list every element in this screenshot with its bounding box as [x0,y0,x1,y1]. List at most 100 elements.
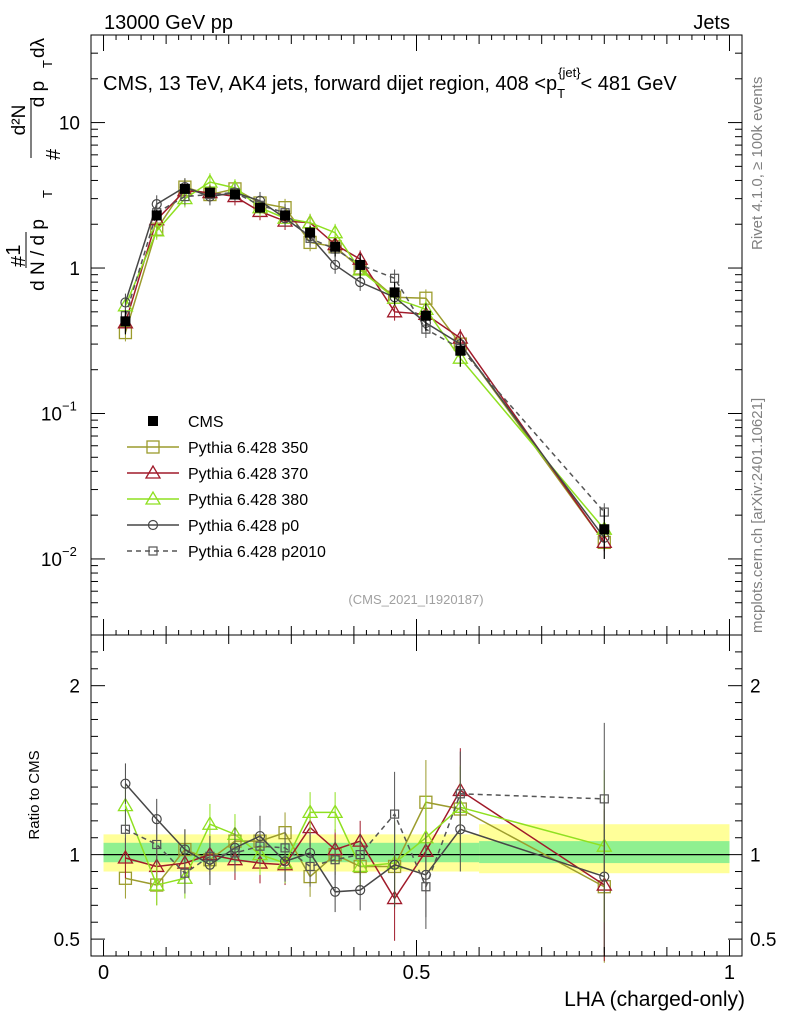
ratio-point [120,778,131,789]
data-point [305,227,316,238]
x-tick-label: 0 [98,962,109,984]
x-axis-label: LHA (charged-only) [564,988,745,1011]
legend-item-pythia-6-428-370: Pythia 6.428 370 [127,464,308,483]
ratio-point [230,848,240,858]
main-plot-title: CMS, 13 TeV, AK4 jets, forward dijet reg… [103,65,677,101]
series-line [124,191,605,513]
svg-text:T: T [40,190,55,198]
legend-marker [146,440,160,454]
legend-marker [144,490,162,505]
ratio-point [330,886,341,897]
series-cms-data [120,183,610,559]
data-point [255,202,266,213]
ratio-point [148,876,165,891]
ratio-point [120,824,131,834]
legend: CMS Pythia 6.428 350 Pythia 6.428 370 Pythi… [127,414,326,561]
ratio-point [421,882,431,892]
series-line [124,189,605,543]
data-point [120,316,131,327]
svg-text:d p: d p [28,81,49,107]
ratio-point [599,794,609,804]
legend-item-pythia-6-428-p0: Pythia 6.428 p0 [127,518,299,535]
header-jets: Jets [693,12,730,34]
ratio-point [455,789,465,799]
ratio-point [389,859,400,870]
legend-label: Pythia 6.428 p2010 [188,544,326,561]
legend-item-pythia-6-428-p2010: Pythia 6.428 p2010 [127,544,326,561]
svg-text:#: # [43,148,65,160]
ratio-y-tick-label-left: 1 [69,846,80,867]
ratio-series-pythia-6-428-p2010 [120,722,609,929]
ratio-y-tick-label-left: 0.5 [54,930,80,951]
ratio-point [305,861,315,872]
legend-label: Pythia 6.428 380 [188,492,308,509]
legend-marker [147,519,159,531]
legend-marker [148,546,158,556]
ratio-point [201,815,219,830]
series-line [124,186,605,539]
data-point [280,210,291,221]
series-point [386,303,403,318]
legend-label: Pythia 6.428 350 [188,440,308,457]
x-tick-label: 1 [724,962,735,984]
series-line [124,186,605,543]
header-energy: 13000 GeV pp [104,12,233,34]
data-point [204,187,215,198]
legend-item-cms: CMS [148,414,224,431]
series-point [326,224,344,239]
legend-label: Pythia 6.428 p0 [188,518,299,535]
ratio-point [152,839,162,850]
main-y-tick-exponent: −1 [62,398,77,413]
series-pythia-6-428-380 [117,173,613,539]
data-point [355,259,366,270]
svg-text:d²N: d²N [9,105,30,136]
ratio-point [280,843,290,853]
rivet-version-label: Rivet 4.1.0, ≥ 100k events [749,77,766,250]
series-point [148,222,165,237]
series-point [330,259,341,271]
data-point [330,241,341,252]
ratio-y-tick-label-right: 0.5 [750,930,776,951]
legend-item-pythia-6-428-350: Pythia 6.428 350 [127,440,308,457]
data-point [229,189,240,200]
svg-text:T: T [40,60,55,68]
ratio-plot-frame [90,634,743,957]
mcplots-label: mcplots.cern.ch [arXiv:2401.10621] [749,398,766,633]
main-y-tick-exponent: −2 [62,544,77,559]
analysis-tag: (CMS_2021_I1920187) [348,592,483,607]
data-point [455,345,466,356]
legend-marker [148,416,158,426]
main-y-axis-label: # 1 d N / d p T # d²N d p T dλ [3,37,65,290]
ratio-point [301,804,319,819]
legend-marker [144,464,162,479]
legend-label: Pythia 6.428 370 [188,466,308,483]
legend-label: CMS [188,414,224,431]
main-y-tick-label: 10 [59,114,80,135]
svg-text:d N / d p: d N / d p [28,219,49,291]
ratio-point [330,855,340,865]
ratio-y-tick-label-right: 2 [750,677,761,698]
ratio-point [326,804,344,819]
ratio-point [117,849,134,864]
svg-text:#: # [8,255,30,267]
ratio-point [205,851,215,861]
data-point [151,210,162,221]
ratio-point [355,885,366,896]
svg-text:1: 1 [3,244,25,255]
main-y-tick-label: 1 [69,259,80,280]
svg-text:dλ: dλ [28,37,49,58]
main-y-tick-label: 10 [41,550,62,571]
ratio-y-axis-label: Ratio to CMS [26,750,43,839]
ratio-point [180,868,190,878]
legend-item-pythia-6-428-380: Pythia 6.428 380 [127,490,308,509]
ratio-y-tick-label-left: 2 [69,677,80,698]
ratio-point [389,809,400,819]
ratio-point [151,814,162,825]
data-point [389,287,400,298]
data-point [179,183,190,194]
main-y-tick-label: 10 [41,404,62,425]
data-point [599,524,610,535]
ratio-series-line [125,789,605,900]
